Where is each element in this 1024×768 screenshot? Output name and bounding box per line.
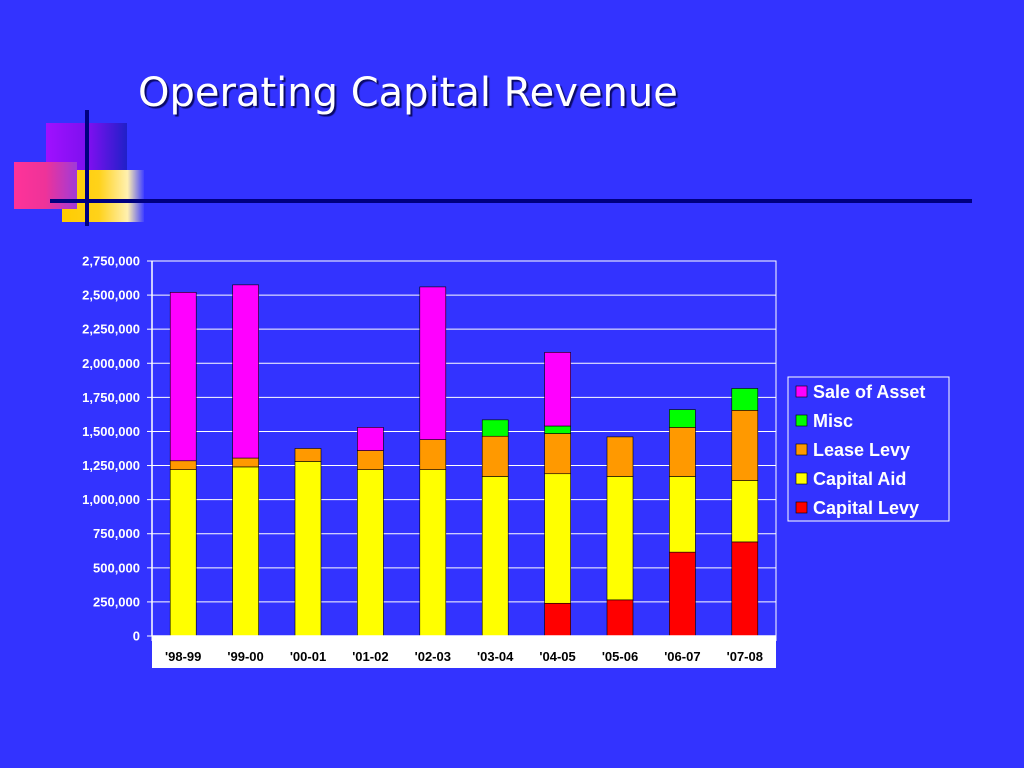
bar-segment: [232, 466, 259, 637]
bar-segment: [544, 473, 571, 604]
y-tick-label: 2,000,000: [82, 356, 140, 371]
bar-segment: [544, 352, 571, 427]
x-tick-label: '99-00: [227, 649, 263, 664]
x-axis-label-band: [152, 636, 776, 668]
x-tick-label: '04-05: [539, 649, 575, 664]
chart-legend: Sale of Asset Misc Lease Levy Capital Aid Ca…: [787, 376, 950, 522]
bar-segment: [357, 469, 384, 637]
x-tick-label: '03-04: [477, 649, 514, 664]
bar-segment: [731, 541, 759, 637]
y-tick-label: 1,250,000: [82, 458, 140, 473]
bar-segment: [294, 448, 322, 462]
y-tick-label: 500,000: [93, 560, 140, 575]
y-tick-label: 0: [133, 629, 140, 644]
legend-label: Lease Levy: [813, 440, 910, 460]
bar-segment: [606, 436, 634, 477]
bar-segment: [669, 551, 696, 637]
y-tick-label: 2,250,000: [82, 322, 140, 337]
x-tick-label: '01-02: [352, 649, 388, 664]
y-tick-label: 1,750,000: [82, 390, 140, 405]
y-tick-label: 2,750,000: [82, 254, 140, 269]
plot-area: 0 250,000 500,000 750,000 1,000,000 1,250,000…: [82, 254, 777, 668]
bar-segment: [731, 410, 759, 481]
bar-segment: [606, 476, 634, 601]
legend-swatch: [795, 385, 808, 398]
x-tick-label: '05-06: [602, 649, 638, 664]
bar-segment: [669, 476, 696, 553]
decorative-vertical-line: [85, 110, 89, 226]
bar-segment: [669, 427, 696, 477]
x-tick-label: '07-08: [727, 649, 763, 664]
bar-segment: [544, 433, 571, 475]
legend-swatch: [795, 443, 808, 456]
y-tick-label: 1,000,000: [82, 492, 140, 507]
bar-segment: [669, 409, 696, 428]
y-tick-label: 2,500,000: [82, 288, 140, 303]
slide-title: Operating Capital Revenue: [138, 70, 678, 116]
legend-swatch: [795, 472, 808, 485]
bar-segment: [419, 439, 447, 470]
bar-segment: [232, 284, 259, 459]
bar-segment: [544, 602, 571, 637]
bar-segment: [481, 476, 509, 637]
legend-label: Sale of Asset: [813, 382, 925, 402]
bar-segment: [731, 388, 759, 411]
legend-label: Capital Aid: [813, 469, 906, 489]
title-underline: [50, 199, 972, 203]
bar-segment: [169, 460, 197, 470]
bar-segment: [419, 469, 447, 637]
x-tick-label: '06-07: [664, 649, 700, 664]
bar-segment: [169, 469, 197, 637]
bar-segment: [606, 599, 634, 637]
y-tick-label: 250,000: [93, 594, 140, 609]
legend-label: Capital Levy: [813, 498, 919, 518]
bar-segment: [294, 461, 322, 637]
legend-swatch: [795, 414, 808, 427]
bar-segment: [169, 292, 197, 462]
bar-segment: [544, 425, 571, 434]
legend-swatch: [795, 501, 808, 514]
legend-label: Misc: [813, 411, 853, 431]
x-tick-label: '98-99: [165, 649, 201, 664]
bar-segment: [357, 450, 384, 470]
bar-segment: [731, 480, 759, 543]
bar-segment: [481, 435, 509, 477]
legend-box: [787, 376, 950, 522]
bar-segment: [481, 419, 509, 437]
y-tick-label: 1,500,000: [82, 424, 140, 439]
bar-segment: [419, 286, 447, 440]
x-tick-label: '00-01: [290, 649, 326, 664]
x-tick-label: '02-03: [415, 649, 451, 664]
y-tick-label: 750,000: [93, 526, 140, 541]
bar-segment: [232, 457, 259, 468]
bar-segment: [357, 427, 384, 451]
